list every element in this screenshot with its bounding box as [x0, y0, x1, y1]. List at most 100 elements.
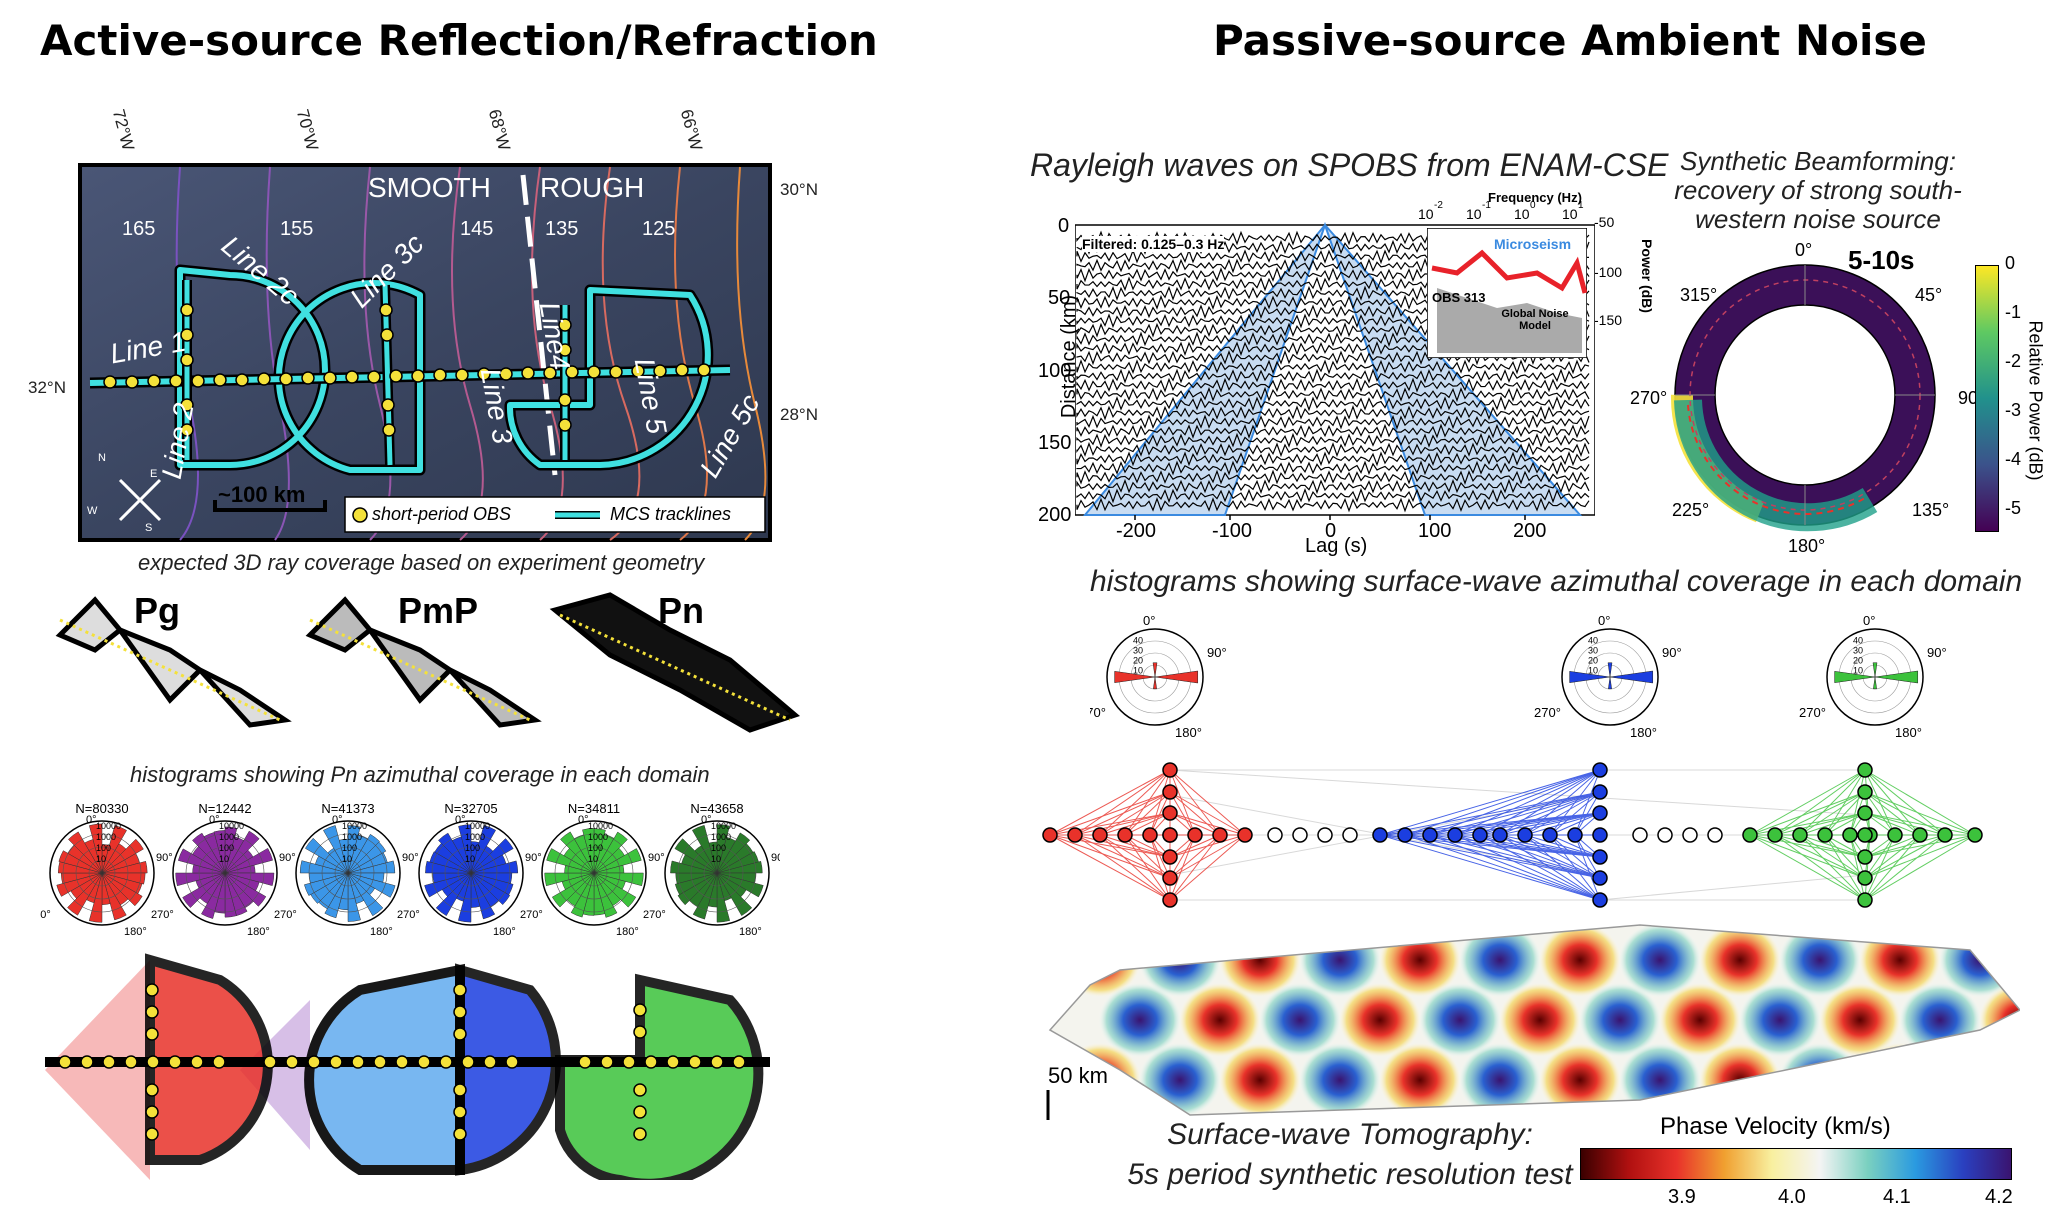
pn-rose-bin [347, 872, 361, 922]
waveform-trace [1076, 451, 1590, 467]
pn-ring-label: 10000 [711, 821, 736, 831]
rayleigh-xtick-0: 0 [1325, 520, 1337, 542]
network-station [1937, 827, 1953, 843]
surface-rose-bin [1114, 671, 1156, 683]
rayleigh-ylabel: Distance (km) [1058, 294, 1081, 419]
network-station [1187, 827, 1203, 843]
pn-az-label: 270° [643, 909, 666, 921]
pn-ring-label: 10000 [342, 821, 367, 831]
sw-az-label: 270° [1090, 705, 1106, 720]
waveform-trace [1076, 395, 1590, 412]
tomography-anomaly [1618, 925, 1702, 998]
rough-label: ROUGH [540, 172, 645, 203]
pn-ring-label: 1000 [342, 832, 362, 842]
sw-ring-label: 10 [1853, 665, 1863, 675]
surface-rose-bin [1873, 676, 1877, 690]
pn-az-label: 270° [397, 909, 420, 921]
pn-rose-bin [323, 825, 349, 874]
network-station [1742, 827, 1758, 843]
pv-tick-39: 3.9 [1668, 1186, 1696, 1208]
network-station [1542, 827, 1558, 843]
station-network [1042, 762, 1983, 908]
beamforming-title: Synthetic Beamforming: recovery of stron… [1668, 147, 1968, 234]
network-station [1162, 784, 1178, 800]
pv-tick-42: 4.2 [1985, 1186, 2013, 1208]
beam-az-315: 315° [1680, 285, 1718, 305]
pv-tick-41: 4.1 [1883, 1186, 1911, 1208]
rayleigh-xtick-100: 100 [1418, 520, 1452, 542]
network-station [1592, 827, 1608, 843]
beam-az-270: 270° [1630, 388, 1668, 408]
sw-ring-label: 30 [1588, 645, 1598, 655]
pn-histogram-row: N=803300°90°270°180°10000100010010N=1244… [28, 795, 788, 945]
pn-az-label: 180° [493, 926, 516, 938]
pn-histograms-caption: histograms showing Pn azimuthal coverage… [130, 762, 710, 787]
right-panel-title: Passive-source Ambient Noise [1213, 16, 1927, 65]
surface-rose-bin [1152, 662, 1158, 678]
pn-rose-bin [677, 872, 718, 906]
network-station [1792, 827, 1808, 843]
network-station [1857, 870, 1873, 886]
network-station [1317, 827, 1333, 843]
network-station [1632, 827, 1648, 843]
age-165: 165 [122, 218, 156, 240]
network-station [1162, 849, 1178, 865]
pn-rose-bin [708, 841, 718, 874]
pn-rose-bin [546, 848, 595, 874]
tomography-anomaly [1778, 925, 1862, 998]
network-station [1592, 784, 1608, 800]
pn-az-label: 180° [739, 926, 762, 938]
network-station [1447, 827, 1463, 843]
sw-az-label: 90° [1662, 645, 1682, 660]
pn-ring-label: 10000 [219, 821, 244, 831]
sw-ring-label: 20 [1853, 655, 1863, 665]
inset-ytick-50: -50 [1594, 214, 1615, 230]
beam-cbar-tick-5: -5 [2005, 498, 2022, 518]
beam-cbar-tick-4: -4 [2005, 449, 2022, 469]
beam-colorbar [1975, 265, 1999, 532]
tomography-anomaly [1858, 1042, 1942, 1115]
tomography-anomaly [1258, 982, 1342, 1058]
sw-az-label: 180° [1895, 725, 1922, 740]
pn-rose-bin [716, 872, 753, 916]
pn-az-label: 0° [209, 814, 220, 826]
pn-az-label: 0° [701, 814, 712, 826]
inset-freq-label: Frequency (Hz) [1488, 190, 1582, 205]
pn-rose-bin [101, 838, 144, 874]
surface-rose-bin [1154, 670, 1199, 684]
pn-ring-label: 100 [342, 843, 357, 853]
network-station [1517, 827, 1533, 843]
tomography-anomaly [1658, 982, 1742, 1058]
waveform-trace [1076, 414, 1590, 430]
pn-az-label: 0° [578, 814, 589, 826]
pn-az-label: 90° [771, 852, 780, 864]
rayleigh-xtick-m200: -200 [1116, 520, 1157, 542]
waveform-trace [1076, 359, 1590, 375]
inset-xexp-2: -1 [1482, 200, 1491, 211]
network-station [1857, 762, 1873, 778]
sw-az-label: 0° [1863, 613, 1875, 628]
compass-s: S [145, 522, 153, 534]
pn-rose-bin [674, 838, 718, 874]
beam-az-135: 135° [1912, 500, 1950, 520]
pn-rose-bin [67, 872, 103, 916]
surface-rose-bin [1874, 670, 1919, 684]
network-station [1567, 827, 1583, 843]
pn-az-label: 90° [648, 852, 665, 864]
tomography-anomaly [1538, 1042, 1622, 1115]
filter-label: Filtered: 0.125–0.3 Hz [1082, 236, 1225, 252]
surface-rose-bin [1607, 662, 1613, 678]
pn-ring-label: 100 [588, 843, 603, 853]
pn-ring-label: 1000 [588, 832, 608, 842]
network-station [1212, 827, 1228, 843]
phase-velocity-colorbar [1580, 1148, 2012, 1180]
tomography-anomaly [1098, 982, 1182, 1058]
pn-ring-label: 10 [219, 854, 229, 864]
tomography-anomaly [1538, 925, 1622, 998]
pn-count-label: N=34811 [568, 801, 620, 816]
inset-xtick-4: 10 [1562, 206, 1578, 222]
pn-rose-bin [347, 860, 396, 874]
